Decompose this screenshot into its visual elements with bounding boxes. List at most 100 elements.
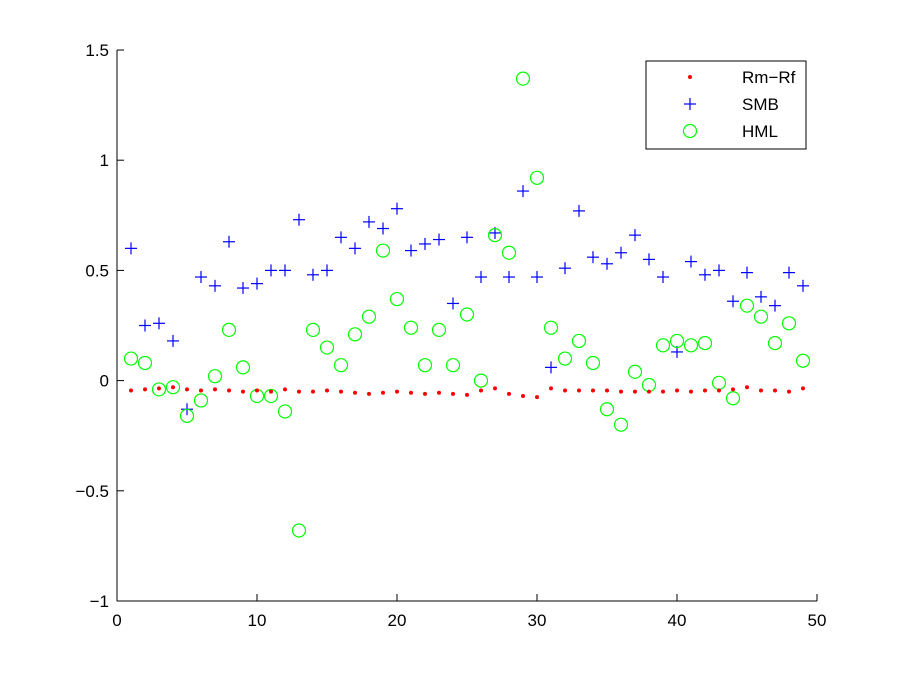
data-point	[209, 279, 221, 292]
data-point	[129, 388, 133, 393]
data-point	[787, 389, 791, 394]
y-tick-label: −0.5	[75, 482, 109, 501]
data-point	[493, 386, 497, 391]
data-point	[571, 333, 587, 349]
data-point	[255, 388, 259, 393]
data-point	[423, 391, 427, 396]
data-point	[153, 317, 165, 330]
data-point	[643, 253, 655, 266]
data-point	[437, 390, 441, 395]
data-point	[647, 389, 651, 394]
data-point	[633, 389, 637, 394]
data-point	[669, 333, 685, 349]
series-circle	[123, 71, 811, 538]
data-point	[615, 246, 627, 259]
data-point	[475, 271, 487, 284]
y-tick-label: −1	[90, 592, 109, 611]
data-point	[433, 233, 445, 246]
data-point	[207, 369, 223, 384]
data-series	[123, 71, 811, 538]
data-point	[333, 358, 349, 373]
data-point	[185, 387, 189, 392]
data-point	[725, 391, 741, 406]
data-point	[419, 237, 431, 250]
data-point	[619, 389, 623, 394]
data-point	[601, 257, 613, 270]
x-tick-label: 10	[248, 611, 267, 630]
data-point	[781, 316, 797, 331]
data-point	[545, 361, 557, 374]
data-point	[125, 242, 137, 255]
data-point	[277, 404, 293, 419]
data-point	[367, 391, 371, 396]
data-point	[221, 322, 237, 338]
data-point	[657, 271, 669, 284]
data-point	[339, 389, 343, 394]
data-point	[151, 382, 167, 397]
data-point	[447, 297, 459, 310]
y-tick-label: 0.5	[85, 261, 109, 280]
x-tick-label: 0	[112, 611, 121, 630]
data-point	[391, 202, 403, 215]
data-point	[521, 394, 525, 399]
data-point	[685, 255, 697, 268]
data-point	[591, 388, 595, 393]
data-point	[745, 385, 749, 390]
data-point	[739, 298, 755, 313]
data-point	[535, 395, 539, 400]
data-point	[195, 271, 207, 284]
data-point	[431, 322, 447, 338]
data-point	[713, 264, 725, 277]
data-point	[675, 388, 679, 393]
data-point	[319, 340, 335, 355]
data-point	[549, 386, 553, 391]
data-point	[769, 299, 781, 312]
data-point	[465, 392, 469, 397]
data-point	[683, 338, 699, 353]
legend-marker	[682, 123, 698, 139]
data-point	[193, 393, 209, 408]
data-point	[213, 387, 217, 392]
data-point	[347, 327, 363, 342]
data-point	[405, 244, 417, 257]
series-dot	[129, 385, 805, 400]
data-point	[307, 268, 319, 281]
data-point	[363, 215, 375, 228]
legend-label: SMB	[742, 95, 779, 114]
data-point	[473, 373, 489, 388]
tick-labels: 0 10 20 30 40 50 −1 −0.5 0 0.5 1 1.5	[75, 41, 826, 630]
data-point	[689, 389, 693, 394]
data-point	[305, 322, 321, 338]
x-tick-label: 50	[808, 611, 827, 630]
data-point	[137, 355, 153, 371]
data-point	[577, 388, 581, 393]
data-point	[753, 309, 769, 324]
legend-label: HML	[742, 122, 778, 141]
data-point	[585, 355, 601, 371]
data-point	[773, 388, 777, 393]
data-point	[265, 264, 277, 277]
legend-marker	[688, 75, 692, 79]
data-point	[629, 229, 641, 242]
data-point	[755, 290, 767, 303]
data-point	[349, 242, 361, 255]
x-tick-label: 30	[528, 611, 547, 630]
data-point	[461, 231, 473, 244]
data-point	[123, 351, 139, 366]
data-point	[241, 389, 245, 394]
y-tick-label: 1.5	[85, 41, 109, 60]
data-point	[381, 390, 385, 395]
data-point	[157, 386, 161, 391]
data-point	[375, 243, 391, 258]
data-point	[529, 170, 545, 185]
data-point	[179, 408, 195, 423]
data-point	[237, 282, 249, 295]
data-point	[795, 353, 811, 368]
data-point	[627, 364, 643, 379]
tick-marks	[116, 49, 818, 602]
data-point	[223, 235, 235, 248]
data-point	[361, 309, 377, 324]
data-point	[507, 391, 511, 396]
